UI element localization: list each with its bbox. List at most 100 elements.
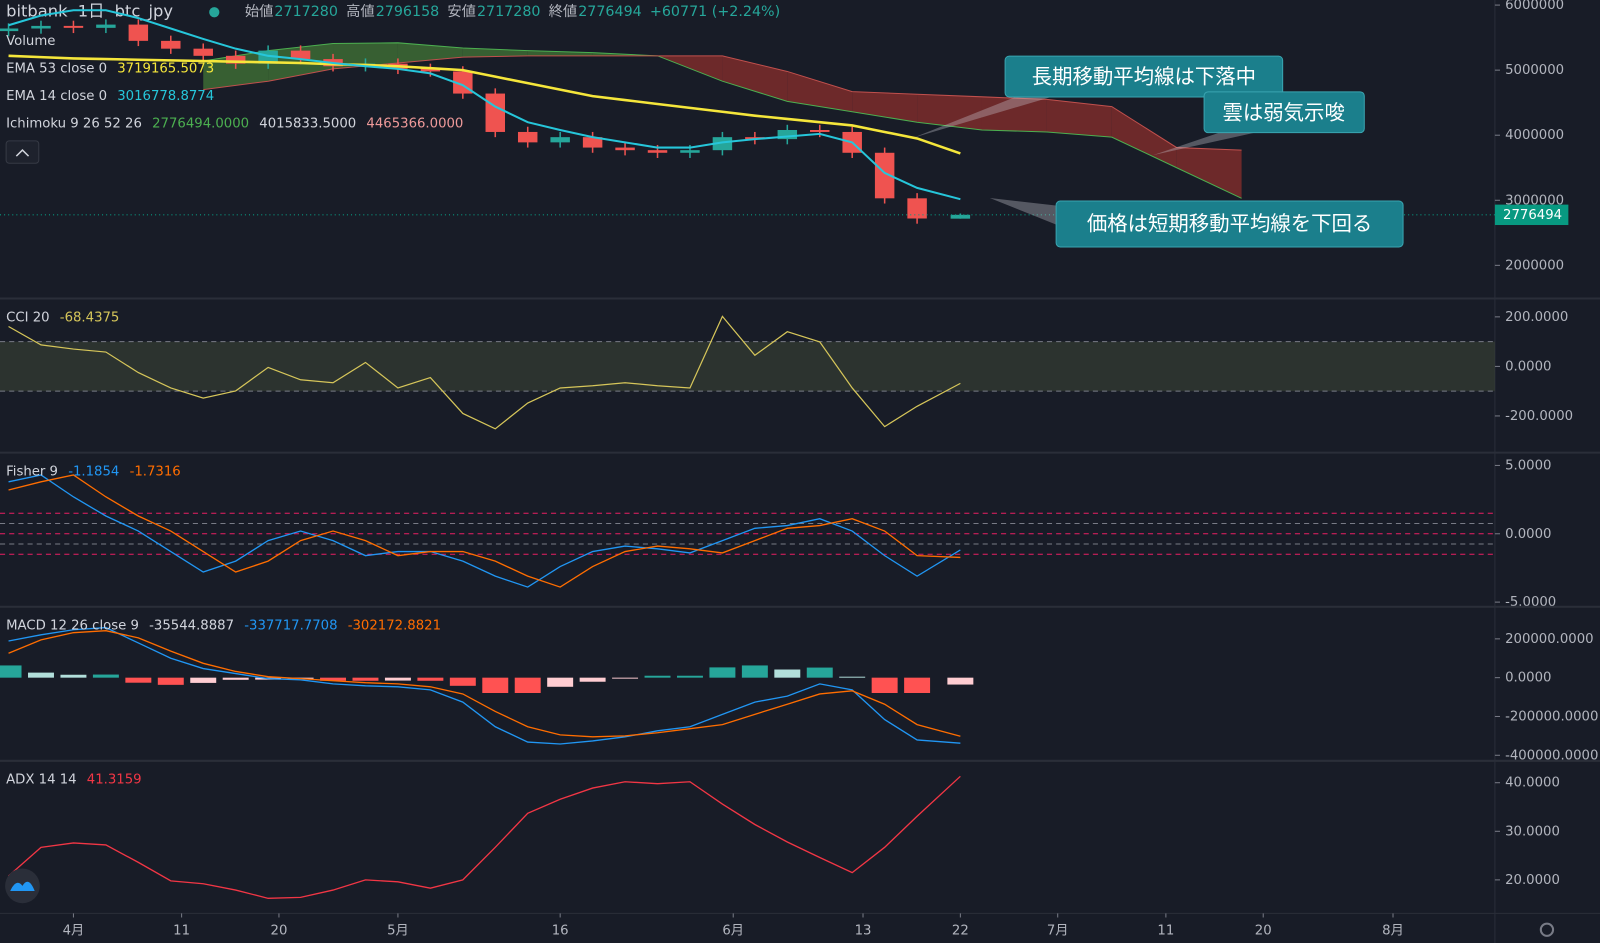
callout-text: 価格は短期移動平均線を下回る (1087, 212, 1372, 236)
series-line (8, 775, 961, 900)
legend-label: Volume (6, 34, 55, 49)
ohlc-label: 終値 (549, 3, 578, 20)
ohlc-value: 2717280 (274, 4, 338, 20)
y-tick-label: 0.0000 (1505, 359, 1551, 374)
histogram-bar (125, 677, 152, 683)
series-line (8, 474, 961, 588)
candle-body (225, 55, 246, 64)
legend-value: 3016778.8774 (117, 89, 214, 104)
legend-value: 3719165.5073 (117, 61, 214, 76)
pair: btc_jpy (115, 2, 174, 22)
histogram-bar (60, 674, 87, 678)
price-axis-area (1494, 0, 1600, 943)
cloud-segment (397, 42, 463, 63)
x-tick-label: 5月 (387, 924, 409, 939)
candle-body (712, 137, 733, 151)
histogram-bar (417, 677, 444, 681)
settings-icon[interactable] (1539, 922, 1555, 937)
legend-value: -1.1854 (68, 464, 119, 479)
y-tick-label: 200000.0000 (1505, 632, 1594, 647)
candle-body (0, 28, 19, 32)
legend-value: -1.7316 (130, 464, 181, 479)
callout-box (1203, 91, 1365, 134)
x-tick-label: 11 (173, 924, 190, 939)
histogram-bar (612, 677, 639, 679)
candle-body (63, 25, 84, 28)
candle-body (485, 93, 506, 132)
histogram-bar (0, 665, 22, 678)
ohlc-value: 2776494 (578, 4, 642, 20)
series-line (8, 474, 961, 588)
cloud-segment (333, 42, 398, 69)
legend-label: CCI 20 (6, 310, 49, 325)
cloud-segment (1176, 147, 1242, 199)
last-price-label: 2776494 (1503, 208, 1562, 223)
candle-body (777, 130, 798, 140)
candle-body (517, 131, 538, 143)
y-tick-label: 200.0000 (1505, 310, 1568, 325)
histogram-bar (709, 667, 736, 678)
histogram-bar (514, 677, 541, 693)
cloud-segment (852, 91, 918, 123)
x-tick-label: 22 (952, 924, 969, 939)
callout: 長期移動平均線は下落中 (913, 55, 1284, 138)
legend-label: ADX 14 14 (6, 773, 76, 788)
band (0, 341, 1495, 392)
x-tick-label: 16 (552, 924, 569, 939)
legend-value: 2776494.0000 (152, 116, 249, 131)
callout-pointer (913, 96, 1052, 138)
x-tick-label: 11 (1157, 924, 1174, 939)
logo-icon (10, 881, 35, 891)
x-tick-label: 6月 (722, 924, 744, 939)
series-line (8, 9, 961, 201)
histogram-bar (579, 677, 606, 682)
status-dot (209, 7, 220, 18)
histogram-bar (774, 669, 801, 678)
candle-body (874, 152, 895, 199)
y-tick-label: 5.0000 (1505, 458, 1551, 473)
collapse-icon (15, 148, 30, 157)
callout-text: 長期移動平均線は下落中 (1032, 65, 1256, 89)
candle-body (193, 48, 213, 56)
cloud-segment (1046, 99, 1112, 138)
collapse-button[interactable] (5, 140, 40, 164)
change: +60771 (+2.24%) (650, 4, 780, 20)
histogram-bar (676, 675, 703, 678)
ohlc-value: 2717280 (477, 4, 541, 20)
histogram-bar (449, 677, 476, 686)
y-tick-label: 6000000 (1505, 0, 1564, 13)
cloud-segment (1111, 106, 1177, 168)
series-line (8, 54, 961, 155)
histogram-bar (190, 677, 217, 683)
ohlc-label: 高値 (346, 3, 375, 20)
x-tick-label: 7月 (1047, 924, 1069, 939)
x-tick-label: 13 (855, 924, 872, 939)
histogram-bar (904, 677, 931, 693)
ohlc-label: 安値 (447, 3, 476, 20)
y-tick-label: 3000000 (1505, 193, 1564, 208)
y-tick-label: 0.0000 (1505, 671, 1551, 686)
legend-value: -302172.8821 (348, 619, 441, 634)
candle-body (615, 147, 635, 151)
y-tick-label: -200000.0000 (1505, 709, 1598, 724)
cloud-segment (787, 71, 853, 112)
legend-label: EMA 53 close 0 (6, 61, 107, 76)
candle-body (161, 40, 181, 49)
histogram-bar (947, 677, 974, 685)
legend-value: -68.4375 (60, 310, 120, 325)
histogram-bar (482, 677, 509, 693)
legend-label: Ichimoku 9 26 52 26 (6, 116, 142, 131)
cloud-segment (917, 94, 982, 131)
legend-label: EMA 14 close 0 (6, 89, 107, 104)
last-price-tag (1494, 204, 1569, 226)
histogram-bar (28, 672, 54, 678)
callout: 雲は弱気示唆 (1153, 91, 1365, 156)
x-tick-label: 4月 (63, 924, 85, 939)
cloud-span (203, 42, 1242, 199)
legend-value: -337717.7708 (244, 619, 337, 634)
callout-text: 雲は弱気示唆 (1223, 100, 1345, 124)
cloud-segment (981, 96, 1047, 132)
